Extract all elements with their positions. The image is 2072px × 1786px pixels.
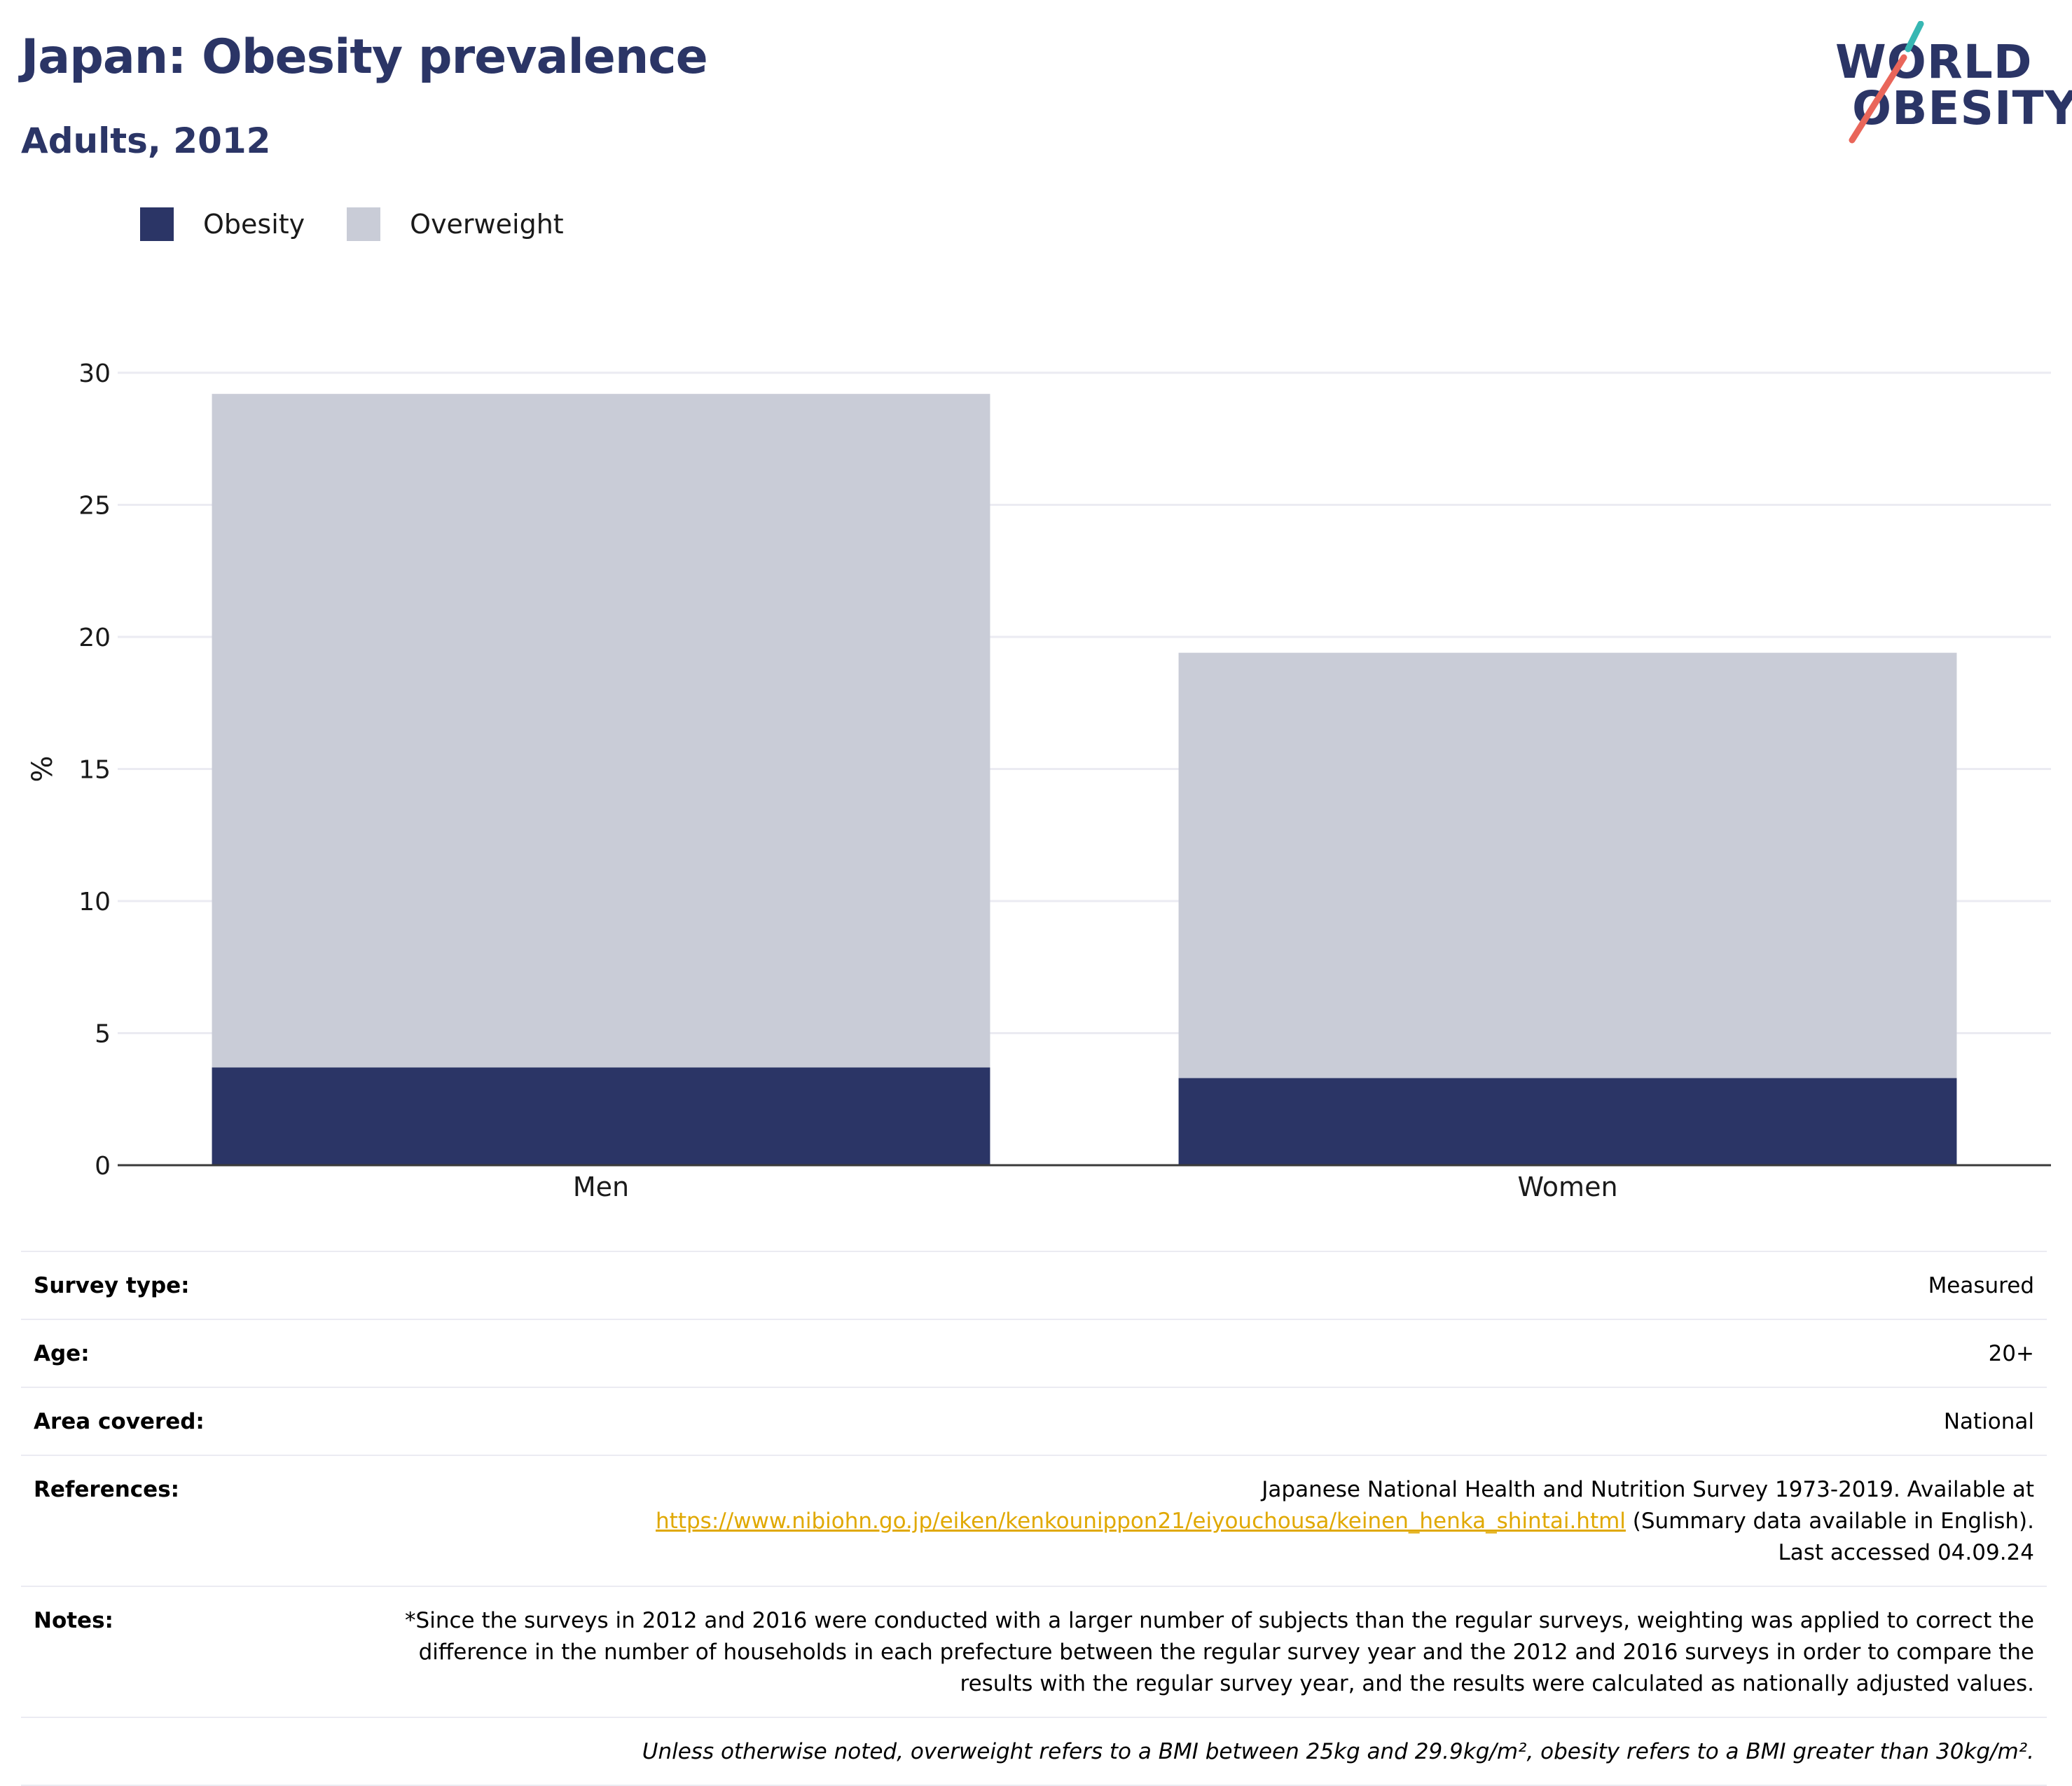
bar-obesity-women	[1178, 1078, 1957, 1165]
legend-item-obesity[interactable]: Obesity	[140, 207, 305, 241]
page-subtitle: Adults, 2012	[21, 121, 271, 161]
y-tick-label: 5	[95, 1020, 111, 1049]
area-covered-label: Area covered:	[34, 1409, 205, 1434]
age-value: 20+	[1988, 1341, 2034, 1366]
y-axis-label: %	[27, 755, 59, 782]
survey-type-label: Survey type:	[34, 1273, 190, 1298]
references-value: Japanese National Health and Nutrition S…	[633, 1474, 2034, 1569]
y-tick-label: 25	[78, 492, 111, 521]
references-text-after: (Summary data available in English). Las…	[1632, 1509, 2034, 1565]
notes-row: Notes: *Since the surveys in 2012 and 20…	[21, 1586, 2047, 1717]
notes-label: Notes:	[34, 1608, 113, 1633]
legend-swatch-overweight	[347, 207, 381, 241]
references-label: References:	[34, 1477, 180, 1502]
y-tick-label: 10	[78, 888, 111, 916]
references-text: Japanese National Health and Nutrition S…	[1262, 1477, 2034, 1502]
y-tick-label: 30	[78, 359, 111, 388]
x-tick-label: Women	[1517, 1172, 1617, 1202]
stacked-bar-chart: 0 5 10 15 20 25 30% Men Women	[27, 359, 2051, 1202]
legend-label-obesity: Obesity	[203, 209, 305, 240]
y-tick-label: 15	[78, 756, 111, 785]
age-row: Age: 20+	[21, 1319, 2047, 1387]
chart-legend: Obesity Overweight	[140, 207, 606, 241]
y-tick-label: 0	[95, 1152, 111, 1181]
y-tick-label: 20	[78, 624, 111, 652]
age-label: Age:	[34, 1341, 90, 1366]
bar-overweight-men	[212, 394, 990, 1068]
references-link[interactable]: https://www.nibiohn.go.jp/eiken/kenkouni…	[656, 1509, 1626, 1534]
bmi-definition-footnote: Unless otherwise noted, overweight refer…	[642, 1739, 2034, 1764]
survey-type-row: Survey type: Measured	[21, 1251, 2047, 1319]
area-covered-row: Area covered: National	[21, 1387, 2047, 1455]
logo-slash-icon	[1849, 21, 1924, 144]
page-title: Japan: Obesity prevalence	[21, 29, 708, 85]
legend-item-overweight[interactable]: Overweight	[347, 207, 564, 241]
bmi-definition-row: Unless otherwise noted, overweight refer…	[21, 1717, 2047, 1786]
references-row: References: Japanese National Health and…	[21, 1455, 2047, 1586]
bar-obesity-men	[212, 1067, 990, 1165]
area-covered-value: National	[1943, 1409, 2034, 1434]
logo-line-2: OBESITY	[1852, 81, 2072, 135]
logo-line-1: WORLD	[1835, 35, 2033, 89]
survey-type-value: Measured	[1928, 1273, 2034, 1298]
legend-swatch-obesity	[140, 207, 174, 241]
x-tick-label: Men	[573, 1172, 629, 1202]
survey-details-table: Survey type: Measured Age: 20+ Area cove…	[21, 1251, 2047, 1786]
world-obesity-logo: WORLD OBESITY	[1828, 21, 2072, 147]
legend-label-overweight: Overweight	[410, 209, 564, 240]
notes-value: *Since the surveys in 2012 and 2016 were…	[405, 1608, 2034, 1696]
bar-overweight-women	[1178, 652, 1957, 1078]
